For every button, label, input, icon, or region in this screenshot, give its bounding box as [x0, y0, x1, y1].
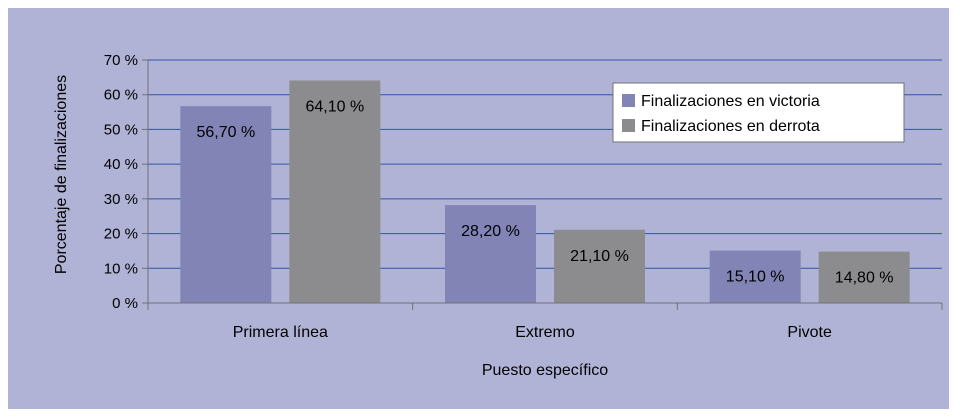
data-label: 28,20 %: [461, 223, 520, 240]
data-label: 14,80 %: [835, 270, 894, 287]
chart-panel: 0 % 10 % 20 % 30 % 40 % 50 % 60 % 70 % 56,70 % 64…: [8, 8, 949, 409]
bar-1-2: [818, 251, 910, 303]
axes: [142, 59, 943, 310]
x-category-label: Extremo: [515, 324, 575, 341]
data-label: 56,70 %: [196, 124, 255, 141]
bar-1-0: [289, 80, 381, 303]
legend-label-0: Finalizaciones en victoria: [641, 93, 820, 110]
bar-0-2: [709, 250, 801, 303]
legend-swatch-0: [622, 94, 635, 107]
legend: Finalizaciones en victoria Finalizaciones…: [612, 82, 905, 143]
x-category-label: Primera línea: [233, 324, 328, 341]
bar-1-1: [554, 229, 645, 303]
legend-box: [612, 82, 905, 143]
gridlines: [148, 59, 942, 269]
y-axis-title: Porcentaje de finalizaciones: [53, 75, 70, 274]
bars: [180, 80, 910, 303]
y-tick-label: 10 %: [104, 260, 138, 277]
labels: 0 % 10 % 20 % 30 % 40 % 50 % 60 % 70 % 56,70 % 64…: [53, 52, 894, 379]
x-axis-title: Puesto específico: [482, 362, 608, 379]
bar-0-0: [180, 106, 272, 303]
legend-swatch-1: [622, 119, 635, 132]
data-label: 64,10 %: [305, 98, 364, 115]
y-tick-label: 60 %: [104, 87, 138, 104]
y-tick-label: 0 %: [112, 295, 138, 312]
bar-0-1: [445, 205, 536, 303]
y-tick-label: 70 %: [104, 52, 138, 69]
bar-chart: 0 % 10 % 20 % 30 % 40 % 50 % 60 % 70 % 56,70 % 64…: [53, 52, 943, 379]
data-label: 15,10 %: [726, 269, 785, 286]
y-tick-label: 50 %: [104, 121, 138, 138]
x-category-label: Pivote: [787, 324, 832, 341]
y-tick-label: 20 %: [104, 226, 138, 243]
data-label: 21,10 %: [570, 248, 629, 265]
legend-label-1: Finalizaciones en derrota: [641, 118, 820, 135]
y-tick-label: 30 %: [104, 191, 138, 208]
y-tick-label: 40 %: [104, 156, 138, 173]
